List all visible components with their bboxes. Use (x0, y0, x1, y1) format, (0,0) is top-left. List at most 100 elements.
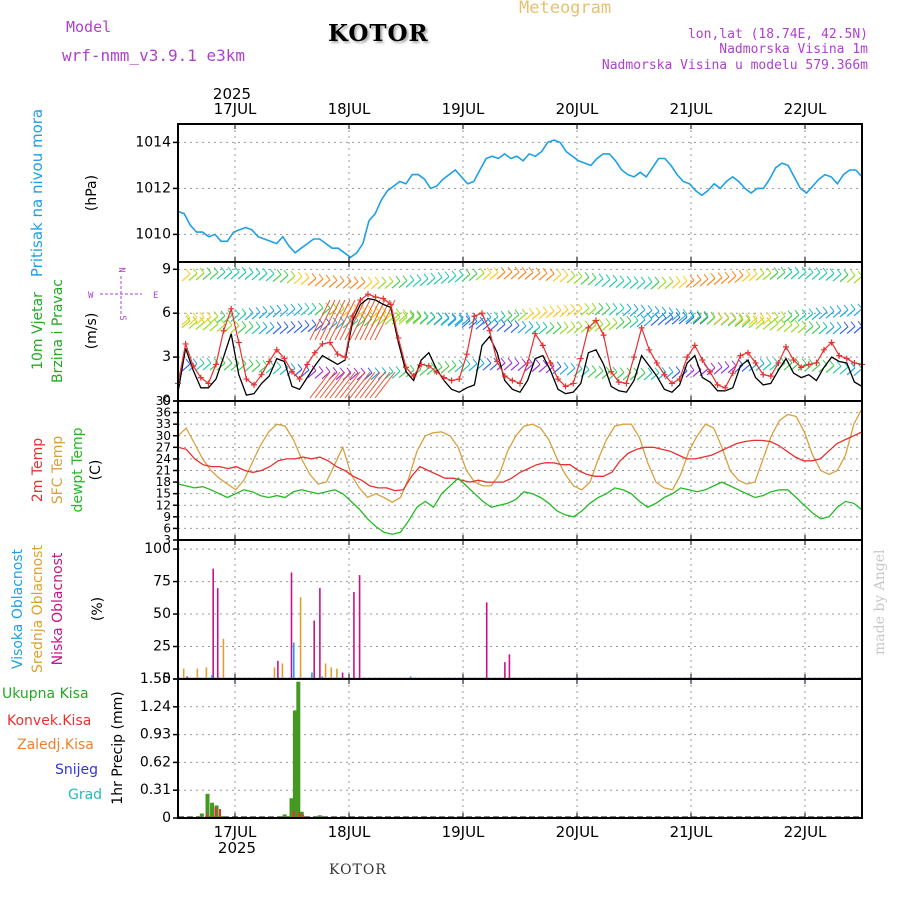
wind-barb (650, 372, 660, 381)
wind-barb-flag (374, 276, 380, 283)
wind-barb-flag (731, 270, 737, 277)
wind-barb-flag (808, 358, 814, 365)
wind-barb (622, 372, 632, 381)
wind-barb-flag (206, 357, 212, 364)
wind-barb (769, 272, 779, 280)
wind-barb (692, 279, 702, 288)
wind-barb (237, 271, 247, 280)
wind-barb-flag (430, 362, 436, 368)
wind-barb (804, 325, 814, 334)
temp-unit: (C) (88, 460, 104, 481)
wind-barb-flag (640, 314, 646, 321)
wind-barb-flag (402, 275, 408, 282)
wind-barb (524, 312, 534, 321)
wind-barb-flag (213, 311, 219, 317)
wind-barb (384, 371, 394, 380)
x-label-bottom: 18JUL (328, 823, 371, 841)
wind-barb-flag (710, 311, 716, 318)
wind-barb-flag (493, 311, 499, 317)
wind-barb (293, 276, 303, 285)
wind-barb-flag (612, 302, 618, 309)
wind-gust-marker (653, 359, 660, 366)
wind-strong-hatch (329, 299, 351, 341)
wind-barb (643, 281, 653, 290)
y-tick-label: 6 (162, 305, 171, 321)
wind-barb (741, 319, 751, 328)
wind-barb-flag (437, 272, 443, 278)
wind-barb (664, 371, 674, 380)
wind-barb-flag (647, 305, 653, 311)
x-label-bottom: 21JUL (670, 823, 713, 841)
wind-barb-flag (262, 306, 268, 312)
wind-barb-flag (241, 308, 247, 314)
wind-gust-marker (182, 340, 189, 347)
wind-barb (734, 274, 744, 283)
wind-barb-flag (486, 357, 492, 364)
wind-barb-flag (626, 275, 632, 282)
wind-barb (741, 364, 751, 372)
y-tick-label: 75 (153, 574, 171, 590)
low-cloud-ylabel: Niska Oblacnost (50, 552, 66, 665)
wind-barb-flag (255, 267, 261, 274)
wind-barb-flag (444, 312, 450, 319)
wind-gust-marker (631, 354, 637, 361)
wind-barb (510, 271, 520, 280)
wind-barb-flag (563, 269, 569, 276)
wind-barb (615, 321, 625, 330)
dewpoint-line (177, 477, 863, 535)
wind-barb-flag (507, 357, 513, 364)
wind-barb-flag (241, 320, 247, 327)
wind-gust-marker (235, 339, 242, 346)
wind-barb (433, 276, 443, 285)
wind-barb-flag (780, 311, 786, 317)
wind-barb (349, 281, 359, 290)
wind-barb (384, 281, 394, 290)
model-label: Model (66, 18, 112, 36)
y-tick-label: 1010 (135, 226, 171, 242)
meteogram-title: Meteogram (519, 0, 612, 18)
wind-gust-marker (517, 380, 523, 387)
pressure-unit: (hPa) (84, 175, 100, 211)
wind-unit: (m/s) (84, 313, 100, 350)
wind-barb-flag (297, 363, 303, 370)
wind-strong-hatch (369, 299, 391, 341)
wind-barb-flag (745, 269, 751, 275)
wind-gust-marker (539, 342, 546, 349)
wind-barb-flag (815, 267, 821, 273)
wind-barb-flag (843, 269, 849, 276)
precip-bar (206, 813, 209, 818)
wind-barb (559, 366, 569, 375)
wind-barb-flag (549, 305, 555, 312)
x-label-top: 22JUL (784, 100, 827, 118)
wind-barb (230, 313, 240, 322)
wind-barb-flag (507, 310, 513, 316)
wind-barb (510, 325, 520, 334)
compass-east: E (153, 291, 158, 301)
wind-barb (475, 317, 485, 325)
x-label-top: 18JUL (328, 100, 371, 118)
wind-barb (573, 308, 583, 317)
wind-barb (223, 362, 233, 371)
wind-barb (804, 271, 814, 280)
wind-barb-flag (598, 365, 604, 372)
wind-barb-flag (458, 312, 464, 319)
wind-barb-flag (199, 312, 205, 318)
wind-barb (265, 326, 275, 335)
wind-barb (293, 325, 303, 334)
wind-gust-marker (821, 346, 827, 353)
wind-gust-marker (463, 351, 470, 358)
wind-barb (181, 320, 191, 329)
wind-barb-flag (528, 267, 534, 273)
wind-barb-flag (598, 319, 604, 325)
wind-barb (594, 307, 604, 316)
wind-barb (839, 326, 849, 335)
wind-barb-flag (395, 308, 401, 315)
dewpoint-ylabel: dewpt Temp (70, 427, 86, 512)
wind-barb (853, 275, 863, 284)
wind-barb-flag (290, 303, 296, 310)
wind-barb (517, 271, 527, 280)
wind-barb (573, 276, 583, 284)
wind-gust-marker (501, 373, 508, 380)
wind-barb-flag (682, 311, 688, 318)
wind-gust-marker (289, 368, 295, 375)
